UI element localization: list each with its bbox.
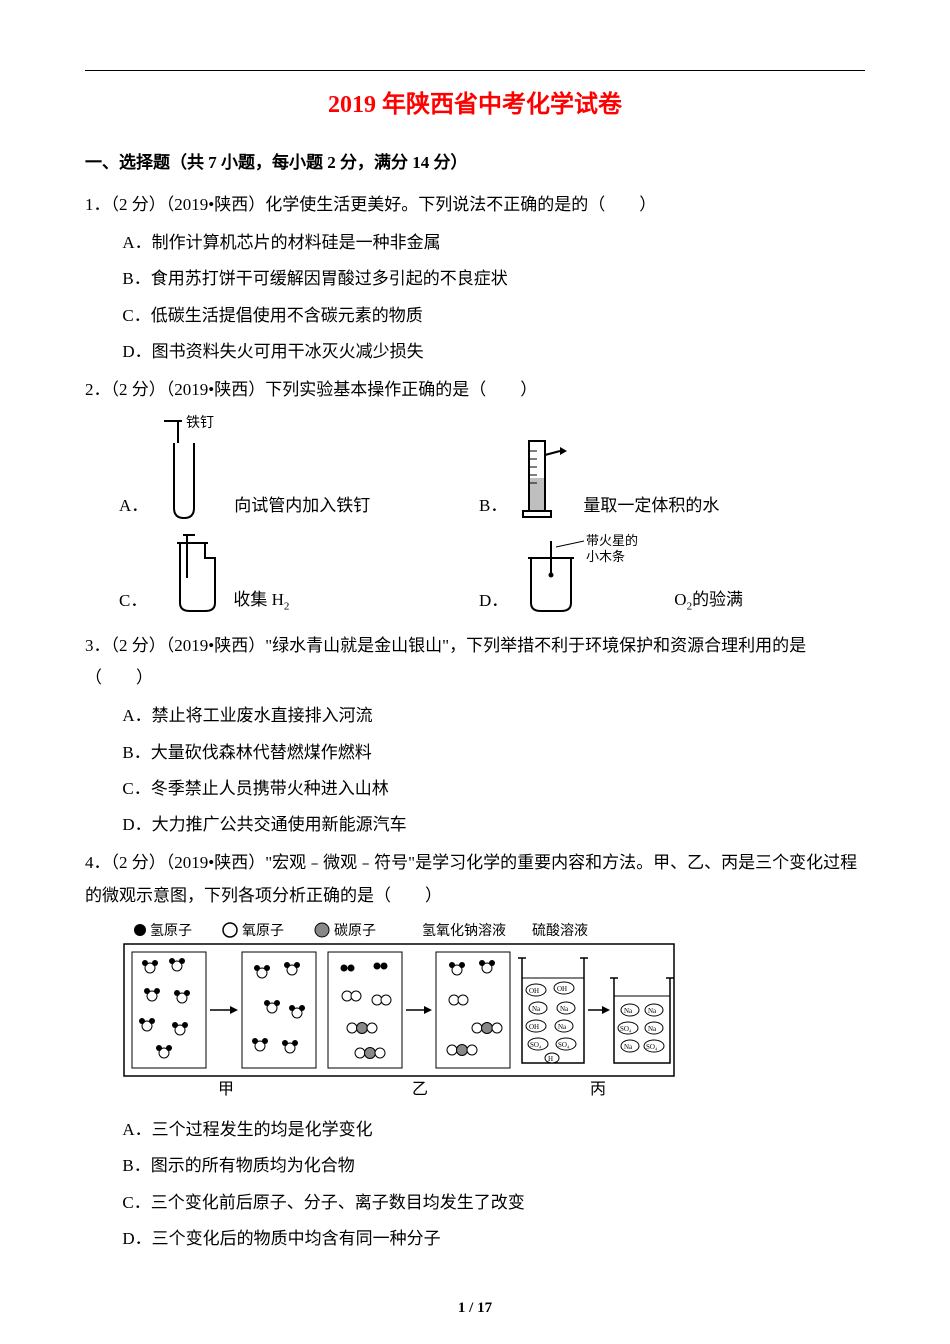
svg-text:氢原子: 氢原子	[150, 923, 192, 939]
svg-text:H: H	[548, 1055, 553, 1063]
svg-text:Na: Na	[532, 1005, 541, 1013]
svg-text:Na: Na	[624, 1007, 633, 1015]
svg-text:Na: Na	[648, 1007, 657, 1015]
page-title: 2019 年陕西省中考化学试卷	[85, 83, 865, 129]
question-4: 4．（2 分）（2019•陕西）"宏观﹣微观﹣符号"是学习化学的重要内容和方法。…	[85, 847, 865, 1255]
q2-c-caption-pre: 收集 H	[233, 590, 284, 609]
q4-option-d: D．三个变化后的物质中均含有同一种分子	[85, 1223, 865, 1255]
q2-a-label: A．	[119, 490, 148, 522]
q3-option-d: D．大力推广公共交通使用新能源汽车	[85, 809, 865, 841]
q4-micro-diagram: 氢原子 氧原子 碳原子 氢氧化钠溶液 硫酸溶液	[122, 918, 682, 1108]
svg-text:SO₄: SO₄	[646, 1043, 658, 1051]
q2-cell-a: A． 铁钉 向试管内加入铁钉	[119, 413, 439, 523]
panel-c: OH OH Na Na OH Na SO₄ SO₄ H	[518, 958, 674, 1098]
q2-b-label: B．	[479, 490, 507, 522]
q2-cell-b: B． 量取一定体积的水	[479, 433, 719, 523]
svg-text:乙: 乙	[412, 1081, 428, 1098]
wood-splint-annot-2: 小木条	[586, 549, 625, 564]
svg-text:硫酸溶液: 硫酸溶液	[532, 923, 588, 939]
legend: 氢原子 氧原子 碳原子 氢氧化钠溶液 硫酸溶液	[134, 923, 588, 939]
q3-option-b: B．大量砍伐森林代替燃煤作燃料	[85, 737, 865, 769]
q1-option-d: D．图书资料失火可用干冰灭火减少损失	[85, 336, 865, 368]
section-header: 一、选择题（共 7 小题，每小题 2 分，满分 14 分）	[85, 147, 865, 179]
graduated-cylinder-icon	[515, 433, 575, 523]
svg-text:OH: OH	[529, 987, 539, 995]
svg-text:Na: Na	[560, 1005, 569, 1013]
q2-c-diagram	[155, 533, 225, 618]
q2-a-caption: 向试管内加入铁钉	[234, 490, 370, 522]
svg-text:OH: OH	[529, 1023, 539, 1031]
svg-text:Na: Na	[648, 1025, 657, 1033]
oxygen-test-icon: 带火星的 小木条	[516, 533, 666, 618]
q3-option-c: C．冬季禁止人员携带火种进入山林	[85, 773, 865, 805]
q4-option-c: C．三个变化前后原子、分子、离子数目均发生了改变	[85, 1187, 865, 1219]
q1-stem: 1．（2 分）（2019•陕西）化学使生活更美好。下列说法不正确的是的（ ）	[85, 189, 865, 221]
q1-option-b: B．食用苏打饼干可缓解因胃酸过多引起的不良症状	[85, 263, 865, 295]
page-footer: 1 / 17	[0, 1294, 950, 1323]
question-1: 1．（2 分）（2019•陕西）化学使生活更美好。下列说法不正确的是的（ ） A…	[85, 189, 865, 368]
header-rule	[85, 70, 865, 71]
svg-text:SO₄: SO₄	[558, 1041, 570, 1049]
q2-a-diagram: 铁钉	[156, 413, 226, 523]
svg-text:OH: OH	[557, 985, 567, 993]
svg-text:丙: 丙	[590, 1081, 606, 1098]
svg-text:Na: Na	[624, 1043, 633, 1051]
q2-d-label: D．	[479, 585, 508, 617]
q4-stem: 4．（2 分）（2019•陕西）"宏观﹣微观﹣符号"是学习化学的重要内容和方法。…	[85, 847, 865, 912]
q2-c-caption: 收集 H2	[233, 584, 289, 617]
q1-option-c: C．低碳生活提倡使用不含碳元素的物质	[85, 300, 865, 332]
svg-text:氧原子: 氧原子	[242, 923, 284, 939]
q2-stem: 2．（2 分）（2019•陕西）下列实验基本操作正确的是（ ）	[85, 374, 865, 406]
svg-text:SO₄: SO₄	[620, 1025, 632, 1033]
question-3: 3．（2 分）（2019•陕西）"绿水青山就是金山银山"，下列举措不利于环境保护…	[85, 630, 865, 842]
svg-text:碳原子: 碳原子	[334, 923, 376, 939]
q2-d-caption-post: 的验满	[692, 590, 743, 609]
svg-text:氢氧化钠溶液: 氢氧化钠溶液	[422, 923, 506, 939]
q1-option-a: A．制作计算机芯片的材料硅是一种非金属	[85, 227, 865, 259]
question-2: 2．（2 分）（2019•陕西）下列实验基本操作正确的是（ ） A． 铁钉 向试…	[85, 374, 865, 623]
svg-text:SO₄: SO₄	[530, 1041, 542, 1049]
q2-d-caption: O2的验满	[674, 584, 743, 617]
q2-d-caption-pre: O	[674, 590, 686, 609]
test-tube-nail-icon: 铁钉	[156, 413, 226, 523]
q4-diagram-wrapper: 氢原子 氧原子 碳原子 氢氧化钠溶液 硫酸溶液	[122, 918, 865, 1108]
svg-text:甲: 甲	[218, 1081, 234, 1098]
q2-row-1: A． 铁钉 向试管内加入铁钉 B．	[119, 413, 865, 529]
q3-option-a: A．禁止将工业废水直接排入河流	[85, 700, 865, 732]
q2-c-sub: 2	[284, 601, 290, 613]
q2-b-diagram	[515, 433, 575, 523]
q4-option-b: B．图示的所有物质均为化合物	[85, 1150, 865, 1182]
q2-b-caption: 量取一定体积的水	[583, 490, 719, 522]
q2-row-2: C． 收集 H2 D．	[119, 533, 865, 624]
svg-text:Na: Na	[558, 1023, 567, 1031]
q2-c-label: C．	[119, 585, 147, 617]
q2-cell-d: D． 带火星的 小木条 O2的验满	[479, 533, 743, 618]
q2-d-diagram: 带火星的 小木条	[516, 533, 666, 618]
q2-cell-c: C． 收集 H2	[119, 533, 439, 618]
nail-annot: 铁钉	[186, 415, 214, 431]
wood-splint-annot-1: 带火星的	[586, 533, 638, 548]
q4-option-a: A．三个过程发生的均是化学变化	[85, 1114, 865, 1146]
q3-stem: 3．（2 分）（2019•陕西）"绿水青山就是金山银山"，下列举措不利于环境保护…	[85, 630, 865, 695]
gas-collection-icon	[155, 533, 225, 618]
